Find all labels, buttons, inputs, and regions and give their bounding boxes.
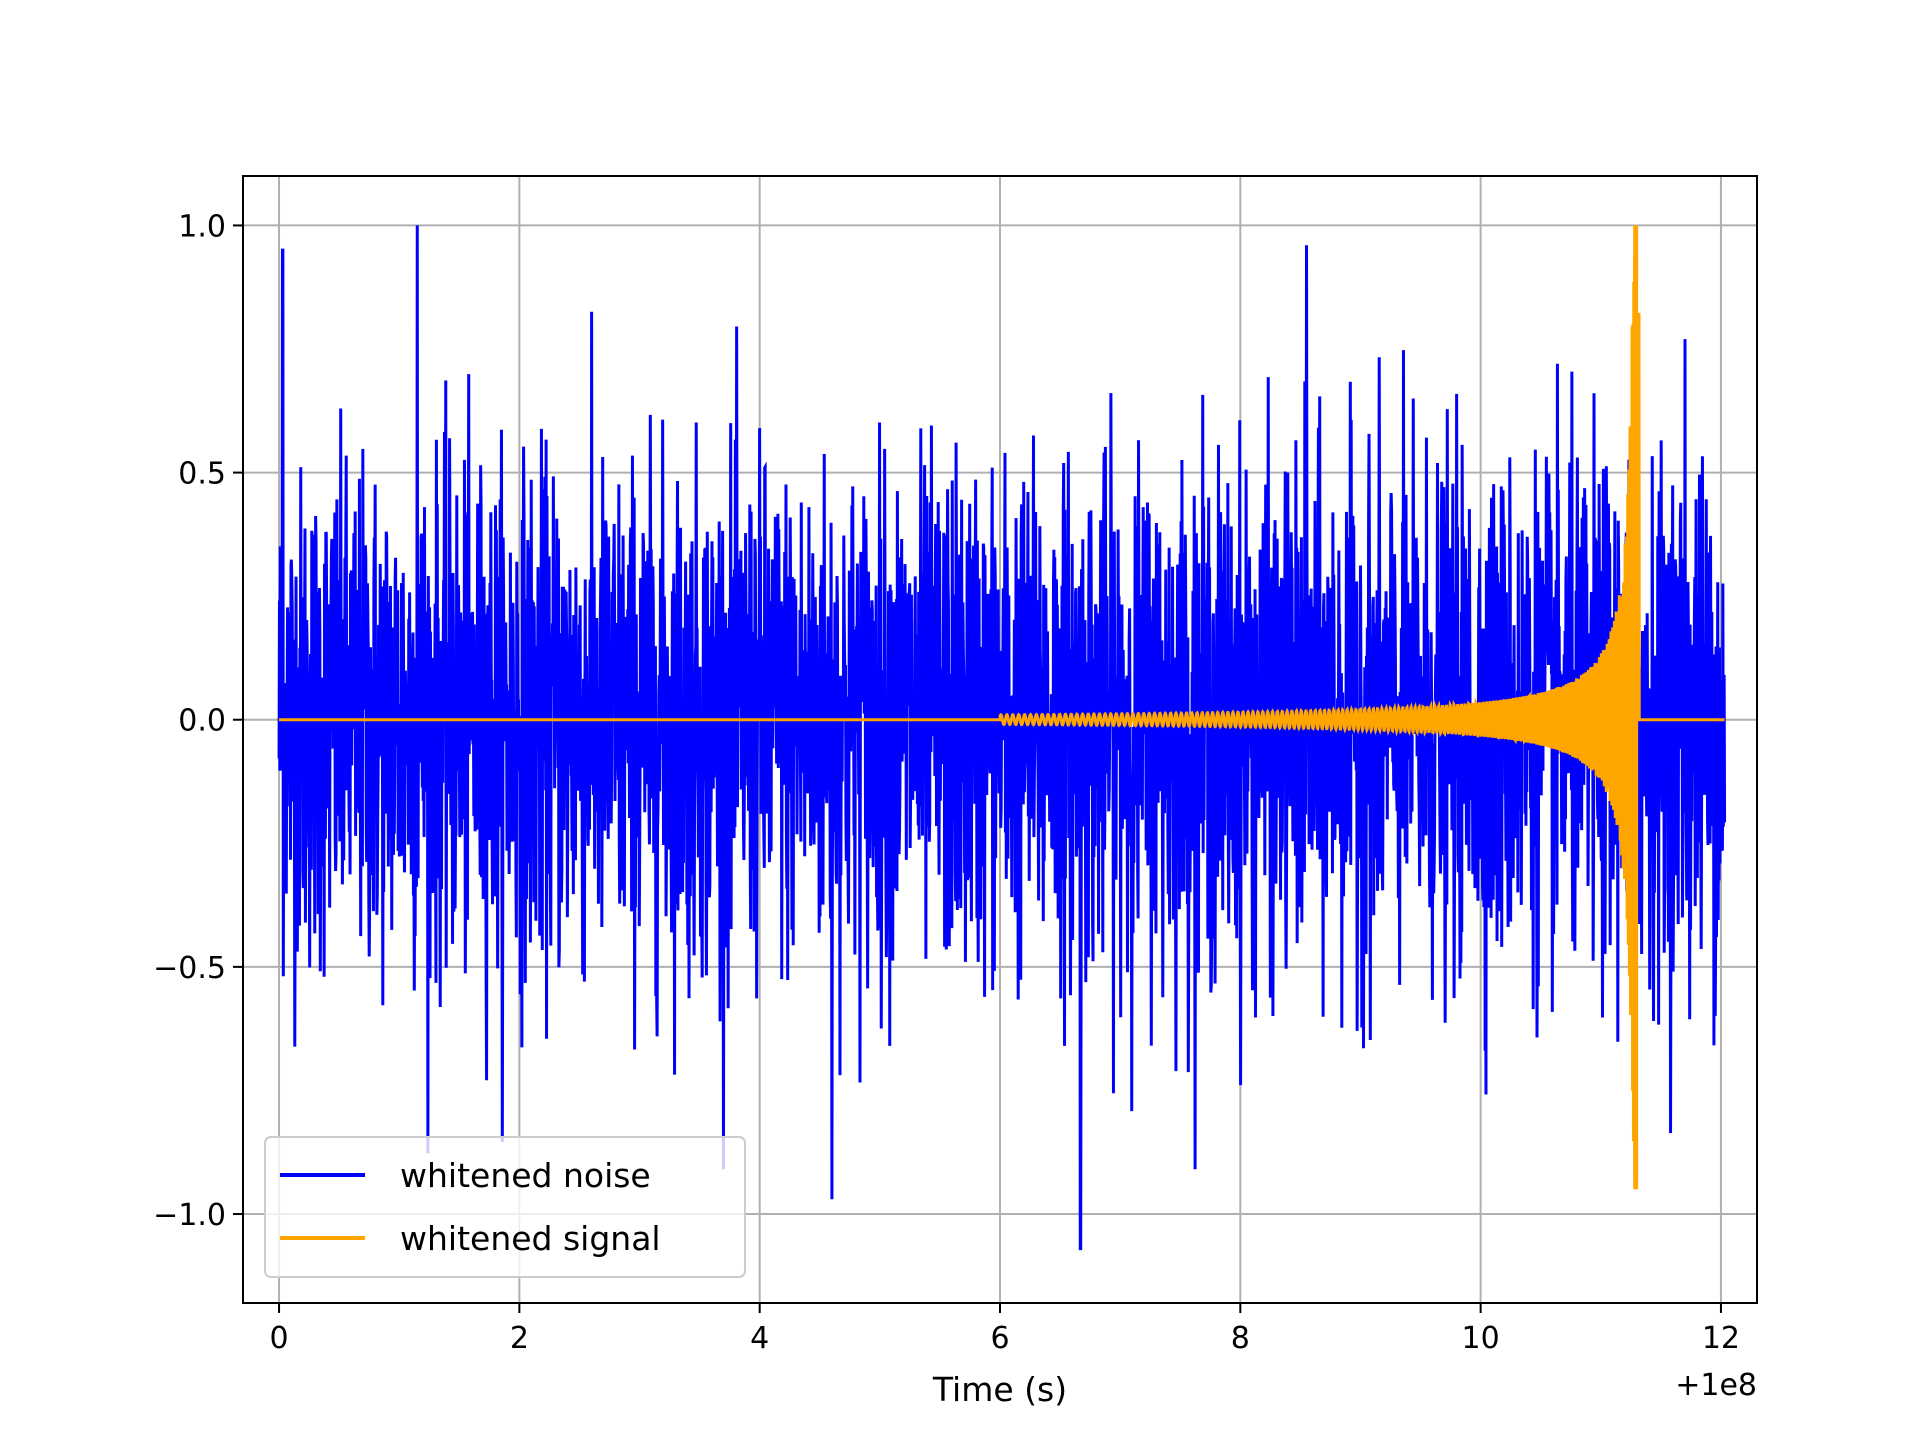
y-tick-label-4: −1.0 [153,1198,226,1233]
series-whitened-signal [279,225,1725,1190]
legend-label-whitened-signal: whitened signal [400,1219,661,1258]
noise-line [277,225,1727,1251]
x-tick-label-2: 4 [750,1321,769,1356]
x-tick-label-5: 10 [1462,1321,1500,1356]
x-tick-label-6: 12 [1702,1321,1740,1356]
x-axis-label: Time (s) [932,1370,1067,1409]
x-axis-offset-label: +1e8 [1675,1368,1757,1403]
y-tick-label-2: 0.0 [178,704,226,739]
axes-ticks: 0 2 4 6 8 10 12 1.0 0.5 0.0 −0.5 −1.0 [153,209,1740,1356]
legend-label-whitened-noise: whitened noise [400,1156,651,1195]
x-tick-label-1: 2 [510,1321,529,1356]
series-whitened-noise [277,225,1727,1251]
legend-box [264,1136,746,1278]
legend: whitened noise whitened signal [264,1136,746,1278]
x-tick-label-0: 0 [270,1321,289,1356]
y-tick-label-1: 0.5 [178,457,226,492]
y-tick-label-0: 1.0 [178,209,226,244]
signal-line [279,258,1725,1183]
y-tick-label-3: −0.5 [153,951,226,986]
x-tick-label-3: 6 [990,1321,1009,1356]
x-tick-label-4: 8 [1231,1321,1250,1356]
